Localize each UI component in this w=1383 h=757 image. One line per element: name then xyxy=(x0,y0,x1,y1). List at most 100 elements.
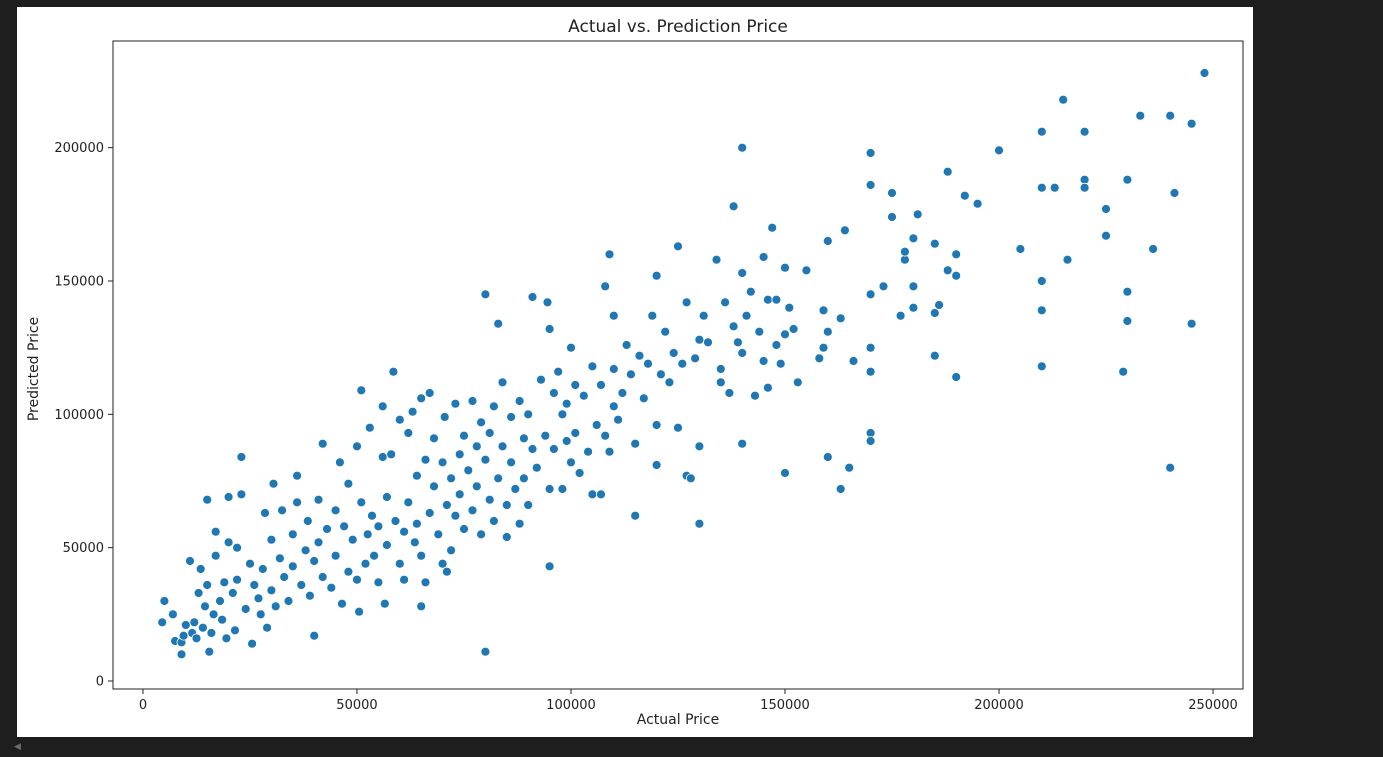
y-tick-label: 200000 xyxy=(54,141,104,156)
plot-frame xyxy=(112,40,1244,690)
data-point xyxy=(553,366,564,377)
data-point xyxy=(373,521,384,532)
data-point xyxy=(399,574,410,585)
data-point xyxy=(771,294,782,305)
data-point xyxy=(441,566,452,577)
data-point xyxy=(240,604,251,614)
data-point xyxy=(386,449,397,460)
data-point xyxy=(865,436,876,446)
data-point xyxy=(621,340,632,350)
data-point xyxy=(934,300,944,310)
data-point xyxy=(497,441,508,452)
x-axis-ticks: 0 50000 100000 150000 200000 250000 xyxy=(139,689,1238,713)
data-point xyxy=(476,417,487,428)
data-point xyxy=(330,505,341,516)
data-point xyxy=(531,462,542,473)
data-point xyxy=(566,457,576,468)
data-point xyxy=(501,500,512,510)
x-tick-label: 50000 xyxy=(336,698,377,713)
data-point xyxy=(337,598,347,609)
data-point xyxy=(668,348,679,358)
data-point xyxy=(523,500,534,510)
data-point xyxy=(223,492,234,502)
data-point xyxy=(591,420,602,430)
data-point xyxy=(518,433,529,444)
data-point xyxy=(561,436,572,446)
data-point xyxy=(1118,366,1129,377)
data-point xyxy=(929,350,940,361)
data-point xyxy=(912,209,923,220)
data-point xyxy=(814,353,825,364)
y-axis-ticks: 0 50000 100000 150000 200000 xyxy=(54,141,113,690)
data-point xyxy=(362,529,373,540)
data-point xyxy=(604,249,615,260)
data-point xyxy=(994,145,1004,156)
y-tick-label: 0 xyxy=(96,675,104,690)
data-point xyxy=(480,454,491,465)
data-point xyxy=(544,561,555,572)
data-point xyxy=(399,526,410,537)
data-point xyxy=(510,484,521,494)
data-point xyxy=(587,361,598,372)
data-point xyxy=(784,302,795,313)
data-point xyxy=(1101,204,1111,214)
data-point xyxy=(260,508,270,518)
data-point xyxy=(561,398,572,409)
data-point xyxy=(972,198,983,209)
data-point xyxy=(450,510,461,521)
data-point xyxy=(542,297,553,308)
data-point xyxy=(694,334,705,345)
data-point xyxy=(356,385,367,396)
data-point xyxy=(1036,126,1047,137)
data-point xyxy=(750,390,760,401)
data-point xyxy=(771,340,782,350)
data-point xyxy=(304,590,315,601)
data-point xyxy=(523,409,534,420)
data-point xyxy=(302,516,313,526)
data-point xyxy=(887,212,897,222)
data-point xyxy=(352,441,362,452)
data-point xyxy=(480,646,491,657)
data-point xyxy=(1122,316,1133,326)
data-point xyxy=(673,241,683,252)
data-point xyxy=(185,556,195,566)
data-point xyxy=(429,481,439,492)
data-point xyxy=(217,614,228,625)
data-point xyxy=(818,305,829,316)
data-point xyxy=(446,545,457,556)
data-point xyxy=(484,428,495,438)
data-point xyxy=(167,609,178,620)
data-point xyxy=(180,620,191,630)
x-tick-label: 100000 xyxy=(546,698,596,713)
data-point xyxy=(360,558,371,569)
data-point xyxy=(754,326,765,337)
data-point xyxy=(255,609,266,620)
data-point xyxy=(493,318,504,329)
data-point xyxy=(514,518,525,529)
data-point xyxy=(343,478,354,489)
scroll-left-arrow-icon[interactable]: ◀ xyxy=(14,742,21,752)
data-point xyxy=(296,580,307,590)
data-point xyxy=(270,601,281,612)
data-point xyxy=(204,646,215,657)
y-tick-label: 150000 xyxy=(54,275,104,290)
data-point xyxy=(219,577,230,588)
data-point xyxy=(596,489,606,500)
data-point xyxy=(279,572,290,582)
data-point xyxy=(822,452,833,462)
chart-title: Actual vs. Prediction Price xyxy=(568,17,788,37)
data-points xyxy=(157,68,1210,660)
data-point xyxy=(566,342,576,353)
data-point xyxy=(317,572,328,582)
data-point xyxy=(488,516,499,526)
data-point xyxy=(737,348,748,358)
data-point xyxy=(514,396,525,406)
data-point xyxy=(381,540,392,550)
data-point xyxy=(197,622,208,633)
data-point xyxy=(733,337,743,348)
data-point xyxy=(157,617,168,628)
data-point xyxy=(501,532,512,542)
data-point xyxy=(189,617,200,628)
data-point xyxy=(1101,230,1111,241)
data-point xyxy=(604,446,615,457)
